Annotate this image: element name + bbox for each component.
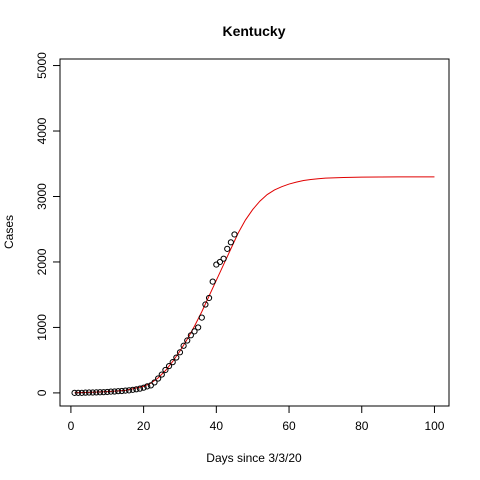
- data-point: [136, 385, 144, 392]
- data-point: [93, 389, 100, 396]
- data-point: [169, 359, 176, 366]
- data-point: [78, 389, 85, 396]
- data-point: [220, 255, 227, 262]
- data-point: [111, 388, 118, 395]
- y-axis: 0 1000 2000 3000 4000 5000: [35, 52, 61, 396]
- data-point: [187, 332, 194, 339]
- series-layer: [71, 176, 435, 396]
- data-point: [216, 258, 224, 266]
- data-point: [198, 314, 205, 321]
- fit-curve-line: [74, 176, 435, 394]
- data-point: [165, 362, 173, 370]
- data-point: [144, 383, 151, 390]
- data-point: [173, 354, 180, 361]
- data-point: [195, 324, 202, 331]
- y-tick-label: 3000: [35, 183, 49, 210]
- y-axis-label: Cases: [2, 215, 16, 249]
- data-point: [118, 387, 125, 395]
- x-axis-label: Days since 3/3/20: [206, 451, 302, 465]
- plot-frame: [59, 58, 450, 407]
- data-point: [158, 371, 165, 378]
- data-point: [151, 379, 158, 386]
- data-point: [224, 245, 231, 252]
- data-point: [82, 389, 89, 396]
- data-point: [75, 389, 82, 396]
- data-point: [129, 386, 136, 393]
- x-tick-label: 60: [282, 419, 296, 433]
- data-point: [122, 387, 129, 394]
- y-tick-label: 2000: [35, 248, 49, 275]
- y-tick-label: 1000: [35, 314, 49, 341]
- data-point: [231, 231, 238, 238]
- data-point: [205, 294, 213, 302]
- data-point: [125, 387, 133, 394]
- data-point: [115, 388, 122, 395]
- chart-title: Kentucky: [222, 23, 285, 39]
- data-point: [85, 389, 93, 396]
- data-point: [180, 342, 187, 349]
- data-point: [202, 301, 209, 308]
- x-tick-label: 20: [137, 419, 151, 433]
- data-point: [133, 386, 140, 393]
- x-tick-label: 40: [210, 419, 224, 433]
- y-tick-label: 5000: [35, 52, 49, 79]
- data-point: [162, 366, 169, 374]
- data-point: [104, 388, 111, 396]
- data-point: [140, 384, 147, 391]
- data-point: [89, 389, 96, 396]
- x-tick-label: 0: [68, 419, 75, 433]
- data-point: [209, 278, 216, 285]
- data-point: [227, 239, 234, 246]
- x-tick-label: 80: [355, 419, 369, 433]
- data-point: [71, 389, 78, 396]
- data-point: [96, 389, 104, 396]
- data-point: [147, 382, 154, 389]
- data-point: [107, 388, 115, 395]
- data-point: [155, 375, 162, 382]
- data-point: [176, 349, 184, 356]
- x-tick-label: 100: [424, 419, 444, 433]
- x-axis: 0 20 40 60 80 100: [68, 405, 445, 433]
- data-point: [184, 337, 191, 344]
- data-point: [100, 389, 107, 396]
- y-tick-label: 4000: [35, 117, 49, 144]
- data-point: [213, 261, 220, 268]
- y-tick-label: 0: [35, 389, 49, 396]
- data-point: [191, 328, 198, 335]
